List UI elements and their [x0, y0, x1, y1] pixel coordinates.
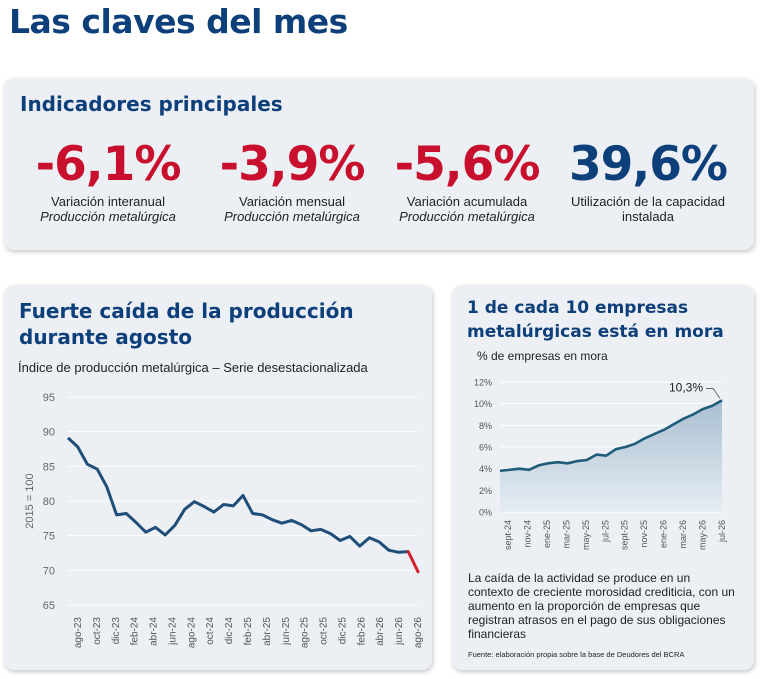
- kpi-value: -5,6%: [394, 137, 541, 192]
- x-tick-label: may-25: [581, 520, 591, 550]
- y-tick-label: 90: [43, 427, 55, 439]
- x-tick-label: dic-24: [224, 617, 235, 645]
- last-value-label: 10,3%: [669, 380, 703, 394]
- production-line-chart: 95 90 85 80 75 70 65 2015 = 100 ago-23 oct-23 dic-…: [24, 392, 424, 649]
- y-tick-label: 2%: [479, 486, 492, 496]
- x-tick-label: ago-24: [186, 617, 197, 649]
- mora-chart-card: 1 de cada 10 empresas metalúrgicas está …: [452, 285, 754, 670]
- production-chart-subtitle: Índice de producción metalúrgica – Serie…: [18, 360, 368, 375]
- mora-note: La caída de la actividad se produce en u…: [468, 571, 735, 641]
- last-month-segment: [406, 550, 420, 574]
- x-tick-label: dic-23: [111, 617, 122, 645]
- mora-chart-title: 1 de cada 10 empresas metalúrgicas está …: [467, 298, 724, 342]
- x-tick-label: abr-25: [262, 617, 273, 646]
- y-tick-label: 8%: [479, 421, 492, 431]
- y-tick-label: 6%: [479, 443, 492, 453]
- kpi-sublabel: Producción metalúrgica: [40, 209, 176, 224]
- mora-area-chart: 12% 10% 8% 6% 4% 2% 0% 10,3% sept-24 nov-24 ene-25…: [474, 378, 727, 551]
- kpi-monthly: -3,9% Variación mensual Producción metal…: [202, 136, 382, 224]
- kpi-cumulative: -5,6% Variación acumulada Producción met…: [378, 136, 556, 224]
- x-tick-label: ago-26: [413, 617, 424, 649]
- x-tick-label: sept-24: [503, 520, 513, 550]
- x-tick-label: may-26: [698, 520, 708, 550]
- series-line: [66, 436, 409, 554]
- kpi-label: Variación acumulada: [406, 194, 528, 209]
- x-tick-label: jun-26: [394, 617, 405, 646]
- kpi-sublabel: Producción metalúrgica: [224, 209, 360, 224]
- area-fill: [500, 400, 722, 512]
- kpi-label: Variación interanual: [51, 194, 165, 209]
- kpi-value: -3,9%: [219, 137, 366, 192]
- x-tick-label: ene-25: [542, 520, 552, 548]
- x-tick-label: jul-26: [717, 520, 727, 543]
- y-tick-label: 95: [43, 392, 55, 404]
- series-line: [499, 399, 723, 473]
- y-tick-label: 80: [43, 496, 55, 508]
- y-tick-label: 12%: [474, 378, 492, 388]
- x-tick-label: sept-25: [620, 520, 630, 550]
- x-tick-label: oct-23: [92, 617, 103, 645]
- mora-chart-subtitle: % de empresas en mora: [477, 349, 608, 363]
- x-tick-label: mar-26: [678, 520, 688, 549]
- y-tick-label: 75: [43, 531, 55, 543]
- kpi-value: -6,1%: [35, 137, 182, 192]
- x-tick-label: nov-25: [639, 520, 649, 548]
- x-tick-label: nov-24: [522, 520, 532, 548]
- kpi-label: Variación mensual: [239, 194, 345, 209]
- kpi-interannual: -6,1% Variación interanual Producción me…: [14, 136, 202, 224]
- y-tick-label: 10%: [474, 399, 492, 409]
- x-tick-label: abr-26: [375, 617, 386, 646]
- x-tick-label: ago-23: [73, 617, 84, 649]
- kpi-label: Utilización de la capacidad: [571, 194, 725, 209]
- x-tick-label: jun-24: [167, 617, 178, 646]
- kpi-capacity: 39,6% Utilización de la capacidad instal…: [557, 136, 739, 224]
- y-axis-label: 2015 = 100: [24, 473, 36, 528]
- x-tick-label: dic-25: [337, 617, 348, 645]
- kpi-value: 39,6%: [568, 137, 728, 192]
- kpi-panel: Indicadores principales -6,1% Variación …: [4, 78, 754, 250]
- kpi-sublabel: instalada: [621, 209, 675, 224]
- x-tick-label: jul-25: [600, 520, 610, 543]
- x-tick-label: feb-25: [243, 617, 254, 646]
- y-tick-label: 0%: [479, 508, 492, 518]
- y-tick-label: 65: [43, 600, 55, 612]
- x-tick-label: mar-25: [561, 520, 571, 549]
- y-tick-label: 85: [43, 461, 55, 473]
- x-tick-label: abr-24: [149, 617, 160, 646]
- x-tick-label: feb-26: [356, 617, 367, 646]
- x-tick-label: ene-26: [659, 520, 669, 548]
- kpi-sublabel: Producción metalúrgica: [399, 209, 535, 224]
- production-chart-card: Fuerte caída de la producción durante ag…: [4, 285, 432, 670]
- x-tick-label: ago-25: [300, 617, 311, 649]
- y-tick-label: 4%: [479, 464, 492, 474]
- source-note: Fuente: elaboración propia sobre la base…: [468, 650, 685, 659]
- x-tick-label: oct-25: [319, 617, 330, 645]
- production-chart-title: Fuerte caída de la producción durante ag…: [19, 299, 354, 349]
- annotation-leader: [706, 388, 721, 399]
- x-tick-label: jun-25: [281, 617, 292, 646]
- y-tick-label: 70: [43, 565, 55, 577]
- x-tick-label: feb-24: [130, 617, 141, 646]
- page-title: Las claves del mes: [9, 2, 348, 41]
- x-tick-label: oct-24: [205, 617, 216, 645]
- kpi-panel-title: Indicadores principales: [20, 92, 283, 116]
